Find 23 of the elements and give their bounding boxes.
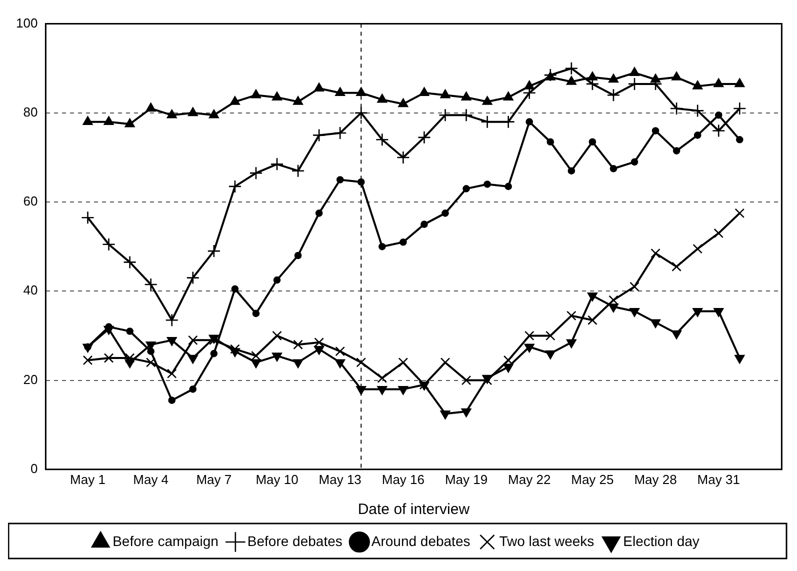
x-tick-label: May 16 [382,472,424,487]
y-tick-label: 100 [16,15,38,30]
x-axis-title: Date of interview [358,501,470,518]
x-tick-label: May 22 [508,472,551,487]
y-tick-label: 80 [23,104,38,120]
legend-label: Before campaign [112,532,218,549]
x-tick-label: May 19 [444,472,488,487]
x-tick-label: May 1 [70,472,106,487]
legend-label: Around debates [371,532,470,549]
legend-label: Two last weeks [499,532,594,549]
y-tick-label: 60 [23,194,38,209]
x-tick-label: May 7 [196,472,232,487]
legend-label: Before debates [247,532,342,549]
x-tick-label: May 31 [697,472,740,487]
x-tick-label: May 4 [133,472,169,487]
x-tick-label: May 10 [256,472,298,487]
x-tick-label: May 25 [571,472,614,487]
y-tick-label: 20 [23,372,38,387]
x-tick-label: May 13 [318,472,362,487]
y-tick-label: 0 [30,460,38,476]
x-tick-label: May 28 [634,472,677,487]
legend-label: Election day [623,532,700,549]
y-tick-label: 40 [23,282,38,298]
